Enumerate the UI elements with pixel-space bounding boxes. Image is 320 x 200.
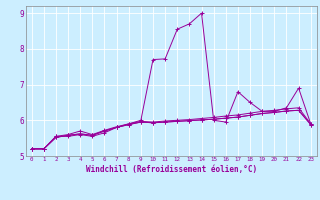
X-axis label: Windchill (Refroidissement éolien,°C): Windchill (Refroidissement éolien,°C) — [86, 165, 257, 174]
